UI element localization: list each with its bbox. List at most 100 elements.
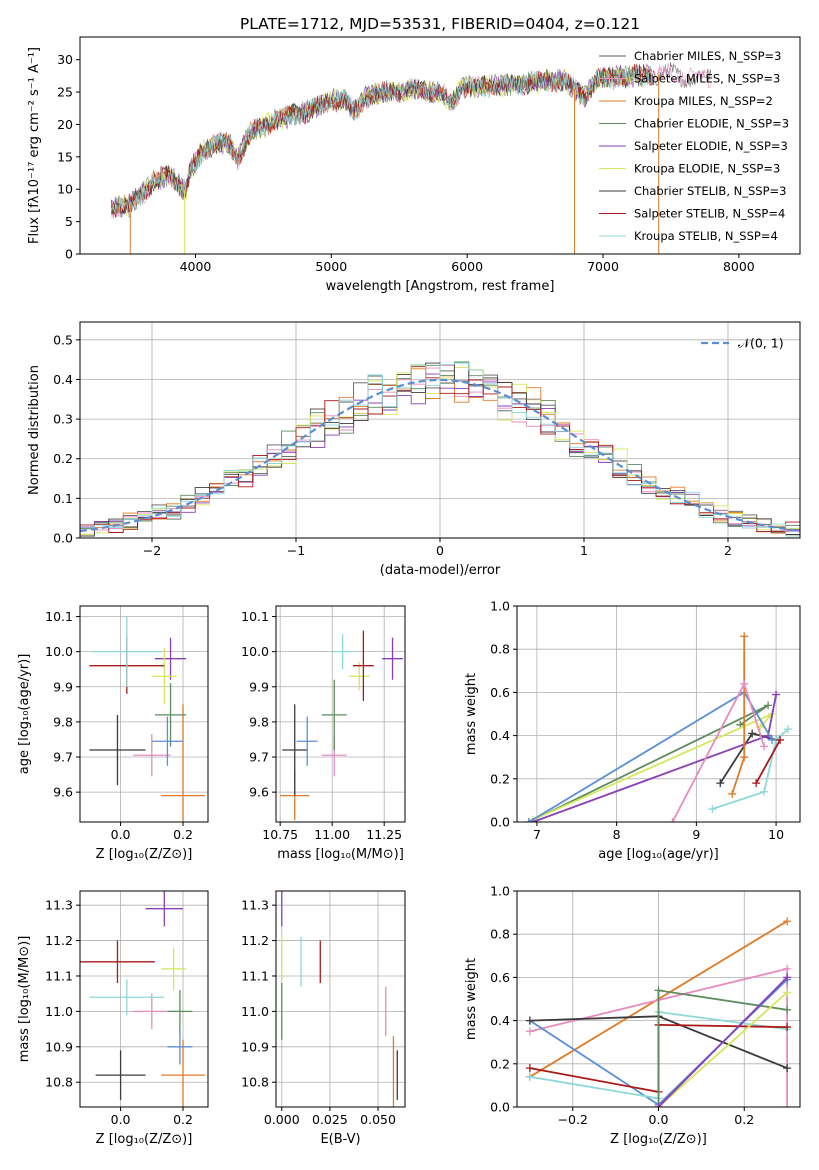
axes-frame xyxy=(79,890,209,1108)
chart-weight-vs-age: 7 8 9 10 0.0 0.2 0.4 0.6 0.8 1.0 age [log₁₀(age/yr… xyxy=(464,599,801,862)
weight-marker xyxy=(740,753,749,762)
weight-marker xyxy=(525,1027,534,1036)
histogram-step xyxy=(80,362,800,537)
weight-line xyxy=(532,713,773,821)
x-tick-label: 0 xyxy=(436,543,444,558)
weight-marker xyxy=(740,632,749,641)
axes-frame xyxy=(79,605,209,823)
y-tick-label: 9.8 xyxy=(53,714,73,729)
y-tick-label: 11.1 xyxy=(241,968,269,983)
weight-marker xyxy=(728,789,737,798)
chart-weight-vs-Z: −0.2 0.0 0.2 0.0 0.2 0.4 0.6 0.8 1.0 Z [log₁₀(Z/Z… xyxy=(464,884,801,1147)
plot-area xyxy=(89,616,205,822)
y-tick-label: 9.7 xyxy=(249,750,269,765)
weight-marker xyxy=(654,986,663,995)
weight-marker xyxy=(525,1016,534,1025)
weight-marker xyxy=(783,1064,792,1073)
axes-frame xyxy=(516,605,801,823)
weight-line xyxy=(731,636,746,795)
y-tick-label: 0.3 xyxy=(53,412,73,427)
y-tick-label: 1.0 xyxy=(490,599,510,614)
y-tick-label: 0.5 xyxy=(53,332,73,347)
y-tick-label: 9.8 xyxy=(249,714,269,729)
weight-line xyxy=(657,976,788,1107)
legend: Chabrier MILES, N_SSP=3 Salpeter MILES, N… xyxy=(599,49,789,243)
plot-area xyxy=(80,361,800,537)
x-tick-label: 0.050 xyxy=(360,1112,396,1127)
legend-entry: Kroupa STELIB, N_SSP=4 xyxy=(634,229,778,243)
y-tick-label: 0.1 xyxy=(53,491,73,506)
y-tick-label: 0.2 xyxy=(490,771,510,786)
y-tick-label: 10.1 xyxy=(241,609,269,624)
x-axis-label: (data-model)/error xyxy=(380,563,501,578)
weight-marker xyxy=(783,1103,792,1107)
y-tick-label: 0.4 xyxy=(53,372,73,387)
y-tick-label: 0 xyxy=(65,247,73,262)
weight-line xyxy=(755,739,781,784)
axes-frame xyxy=(275,890,406,1108)
y-tick-label: 9.6 xyxy=(53,785,73,800)
plot-area xyxy=(281,891,398,1107)
y-tick-label: 10.8 xyxy=(241,1075,269,1090)
x-tick-label: 0.025 xyxy=(312,1112,348,1127)
weight-line xyxy=(657,991,788,1107)
legend-entry: Chabrier ELODIE, N_SSP=3 xyxy=(634,117,789,131)
y-tick-label: 0.4 xyxy=(490,728,510,743)
chart-residuals: 𝒩(0, 1) −2 −1 0 1 2 0.0 0.1 0.2 0.3 0.4 0.5 (data-mo… xyxy=(27,321,801,578)
legend-entry: Kroupa MILES, N_SSP=2 xyxy=(634,94,773,108)
x-tick-label: 0.0 xyxy=(111,827,131,842)
axes-frame xyxy=(79,36,801,255)
weight-marker xyxy=(783,988,792,997)
weight-marker xyxy=(772,690,781,699)
plot-area xyxy=(110,62,712,254)
y-tick-label: 9.7 xyxy=(53,750,73,765)
x-tick-label: 0.000 xyxy=(264,1112,300,1127)
x-tick-label: −1 xyxy=(287,543,305,558)
x-axis-label: Z [log₁₀(Z/Z⊙)] xyxy=(96,847,193,862)
x-tick-label: 0.0 xyxy=(111,1112,131,1127)
spectrum-line xyxy=(110,66,652,215)
weight-marker xyxy=(768,735,777,744)
legend-entry: Salpeter MILES, N_SSP=3 xyxy=(634,72,780,86)
x-tick-label: 9 xyxy=(692,827,700,842)
weight-marker xyxy=(748,729,757,738)
y-tick-label: 11.2 xyxy=(45,933,73,948)
legend-entry: Salpeter STELIB, N_SSP=4 xyxy=(634,207,785,221)
y-tick-label: 10.9 xyxy=(45,1039,73,1054)
weight-marker xyxy=(654,1103,663,1107)
weight-marker xyxy=(784,725,793,734)
y-axis-label: mass weight xyxy=(464,958,479,1040)
y-tick-label: 0.2 xyxy=(53,451,73,466)
x-tick-label: 2 xyxy=(724,543,732,558)
y-tick-label: 11.0 xyxy=(241,1004,269,1019)
y-tick-label: 10.0 xyxy=(45,644,73,659)
y-tick-label: 11.3 xyxy=(241,898,269,913)
y-axis-label: age [log₁₀(age/yr)] xyxy=(17,654,32,775)
chart-mass-vs-ebv: 0.000 0.025 0.050 10.8 10.9 11.0 11.1 11.2 11.3 E… xyxy=(241,890,406,1147)
y-axis-label: Flux [fλ10⁻¹⁷ erg cm⁻² s⁻¹ A⁻¹] xyxy=(27,47,42,244)
weight-marker xyxy=(525,1064,534,1073)
y-tick-label: 0.8 xyxy=(490,642,510,657)
x-tick-label: 7000 xyxy=(587,259,619,274)
y-tick-label: 9.9 xyxy=(53,679,73,694)
weight-marker xyxy=(740,679,749,688)
gaussian-curve xyxy=(80,378,800,533)
y-tick-label: 0.8 xyxy=(490,927,510,942)
x-tick-label: 7 xyxy=(533,827,541,842)
plot-area xyxy=(525,917,792,1107)
weight-marker xyxy=(783,1005,792,1014)
x-tick-label: 0.2 xyxy=(173,827,193,842)
y-tick-label: 10.8 xyxy=(45,1075,73,1090)
y-tick-label: 11.3 xyxy=(45,898,73,913)
y-tick-label: 5 xyxy=(65,214,73,229)
y-tick-label: 10.9 xyxy=(241,1039,269,1054)
legend-entry: Kroupa ELODIE, N_SSP=3 xyxy=(634,162,780,176)
y-tick-label: 9.6 xyxy=(249,785,269,800)
legend-entry: Chabrier MILES, N_SSP=3 xyxy=(634,49,781,63)
weight-marker xyxy=(783,1023,792,1032)
y-tick-label: 0.2 xyxy=(490,1056,510,1071)
y-tick-label: 0.6 xyxy=(490,685,510,700)
weight-marker xyxy=(776,735,785,744)
chart-age-vs-Z: 0.0 0.2 9.6 9.7 9.8 9.9 10.0 10.1 Z [log₁₀(Z/Z⊙)… xyxy=(17,605,209,862)
weight-marker xyxy=(524,818,533,822)
